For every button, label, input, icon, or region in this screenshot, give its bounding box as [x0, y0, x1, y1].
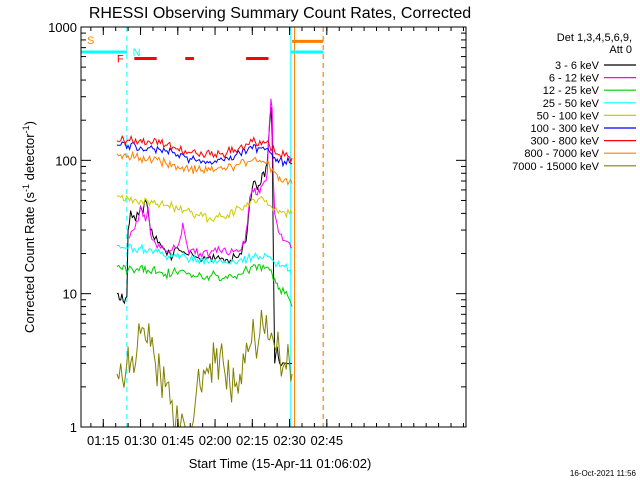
y-tick-label: 1000: [48, 20, 77, 35]
annotation-s: S: [87, 35, 94, 47]
y-axis-label-end: ): [22, 121, 37, 125]
legend-label: 50 - 100 keV: [537, 110, 600, 122]
series-line: [116, 134, 293, 164]
x-tick-label: 02:00: [199, 433, 232, 448]
annotation-n: N: [133, 47, 141, 59]
x-tick-label: 01:45: [162, 433, 195, 448]
y-tick-label: 100: [55, 153, 77, 168]
x-axis-ticks: 01:15 01:30 01:45 02:00 02:15 02:30 02:45: [87, 27, 464, 448]
legend-title-line2: Att 0: [609, 44, 632, 56]
series-line: [116, 141, 293, 168]
x-tick-label: 02:15: [236, 433, 269, 448]
x-tick-label: 02:45: [311, 433, 344, 448]
legend-label: 25 - 50 keV: [543, 98, 600, 110]
legend-label: 7000 - 15000 keV: [512, 161, 600, 173]
y-axis-label-main: Corrected Count Rate (s: [22, 192, 37, 333]
legend-label: 800 - 7000 keV: [524, 148, 599, 160]
legend-label: 6 - 12 keV: [549, 73, 600, 85]
series-line: [128, 98, 293, 259]
y-axis-label-sup2: -1: [21, 125, 31, 133]
series-line: [116, 309, 293, 428]
legend-title-line1: Det 1,3,4,5,6,9,: [557, 32, 632, 44]
plot-area: S NF: [80, 27, 325, 428]
legend-label: 12 - 25 keV: [543, 85, 600, 97]
series-line: [116, 263, 293, 307]
plot-timestamp: 16-Oct-2021 11:56: [570, 469, 637, 478]
y-axis-ticks: 1 10 100 1000: [48, 20, 466, 435]
series-line: [116, 194, 293, 224]
y-axis-label-mid: detector: [22, 133, 37, 184]
x-axis-label: Start Time (15-Apr-11 01:06:02): [189, 456, 372, 471]
legend-label: 3 - 6 keV: [555, 60, 600, 72]
x-tick-label: 02:30: [273, 433, 306, 448]
x-tick-label: 01:30: [124, 433, 157, 448]
y-axis-label-sup1: -1: [21, 184, 31, 192]
legend-label: 100 - 300 keV: [531, 123, 600, 135]
series-line: [116, 150, 293, 187]
plot-frame: [80, 26, 467, 428]
series-line: [116, 243, 293, 275]
annotation-f: F: [117, 54, 124, 66]
y-tick-label: 1: [70, 420, 77, 435]
y-axis-label: Corrected Count Rate (s-1 detector-1): [21, 121, 37, 333]
legend-label: 300 - 800 keV: [531, 136, 600, 148]
y-tick-label: 10: [63, 287, 77, 302]
x-tick-label: 01:15: [87, 433, 120, 448]
chart-title: RHESSI Observing Summary Count Rates, Co…: [89, 5, 471, 22]
